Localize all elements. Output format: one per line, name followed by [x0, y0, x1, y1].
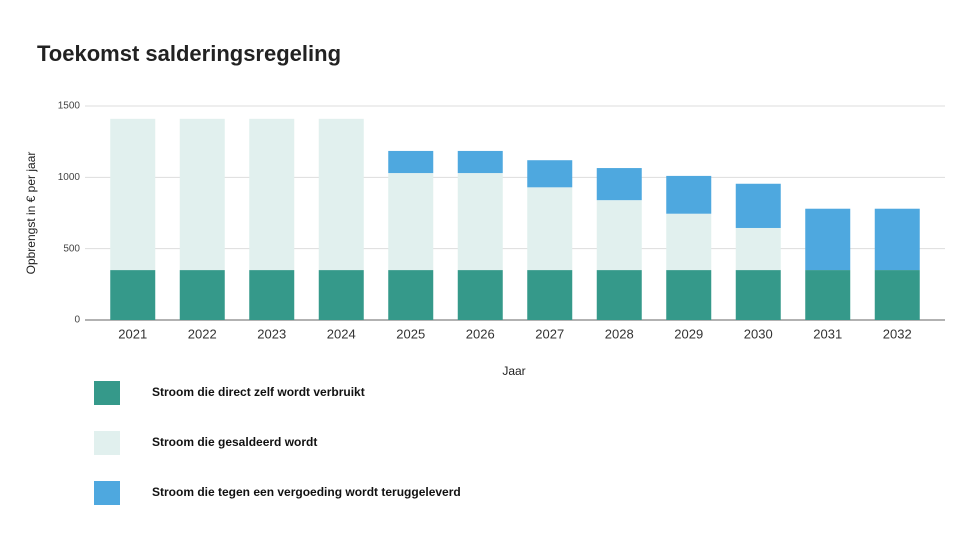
bar-segment: [249, 270, 295, 320]
bar-segment: [666, 175, 712, 214]
bar-segment: [805, 208, 851, 271]
legend-label: Stroom die tegen een vergoeding wordt te…: [152, 485, 461, 499]
bar-segment: [596, 270, 642, 320]
bar-segment: [666, 213, 712, 271]
bar-segment: [527, 187, 573, 271]
bar-segment: [666, 270, 712, 320]
bar-segment: [735, 270, 781, 320]
legend-swatch: [94, 381, 120, 405]
y-tick-label: 500: [63, 243, 80, 254]
bar-segment: [457, 270, 503, 320]
bar-segment: [179, 270, 225, 320]
bar-segment: [457, 173, 503, 271]
bar-segment: [596, 168, 642, 201]
x-tick-label: 2022: [188, 326, 217, 341]
bar-segment: [179, 118, 225, 271]
bar-segment: [388, 150, 434, 174]
bar-segment: [318, 270, 364, 320]
bar-segment: [388, 270, 434, 320]
bar-segment: [457, 150, 503, 174]
x-tick-label: 2030: [744, 326, 773, 341]
bar-segment: [874, 270, 920, 320]
x-tick-label: 2032: [883, 326, 912, 341]
bar-segment: [527, 160, 573, 188]
legend-label: Stroom die gesaldeerd wordt: [152, 435, 317, 449]
legend-swatch: [94, 481, 120, 505]
bar-segment: [110, 270, 156, 320]
x-tick-label: 2028: [605, 326, 634, 341]
bar-segment: [874, 208, 920, 271]
x-axis-label: Jaar: [502, 364, 525, 378]
bar-segment: [735, 227, 781, 271]
y-tick-label: 1000: [58, 172, 81, 183]
legend-label: Stroom die direct zelf wordt verbruikt: [152, 385, 365, 399]
bar-segment: [110, 118, 156, 271]
y-tick-label: 0: [74, 315, 80, 326]
x-tick-label: 2025: [396, 326, 425, 341]
x-tick-label: 2029: [674, 326, 703, 341]
chart-title: Toekomst salderingsregeling: [37, 41, 341, 66]
bar-segment: [735, 183, 781, 228]
x-tick-label: 2021: [118, 326, 147, 341]
x-tick-label: 2024: [327, 326, 356, 341]
bar-segment: [596, 200, 642, 271]
bar-segment: [388, 173, 434, 271]
legend-swatch: [94, 431, 120, 455]
x-tick-label: 2027: [535, 326, 564, 341]
bar-segment: [318, 118, 364, 271]
bar-segment: [249, 118, 295, 271]
bar-segment: [805, 270, 851, 320]
x-tick-label: 2031: [813, 326, 842, 341]
x-tick-label: 2026: [466, 326, 495, 341]
y-axis-label: Opbrengst in € per jaar: [24, 152, 38, 275]
bar-segment: [527, 270, 573, 320]
x-tick-label: 2023: [257, 326, 286, 341]
y-tick-label: 1500: [58, 101, 81, 112]
